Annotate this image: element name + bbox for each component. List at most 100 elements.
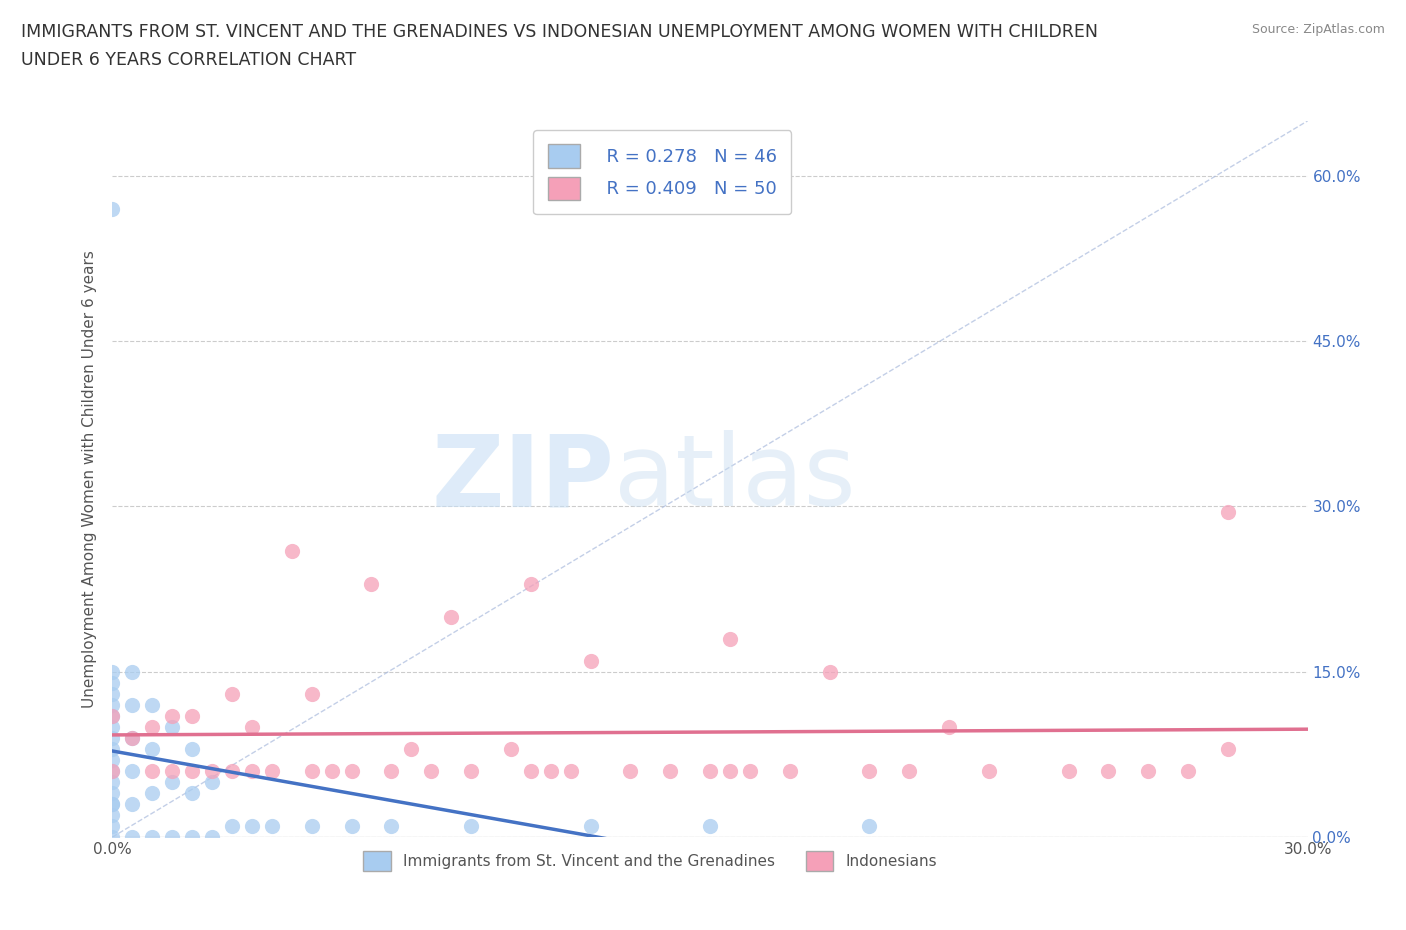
Point — [201, 775, 224, 790]
Text: ZIP: ZIP — [432, 431, 614, 527]
Point — [101, 686, 124, 701]
Text: Source: ZipAtlas.com: Source: ZipAtlas.com — [1251, 23, 1385, 36]
Point — [141, 698, 163, 712]
Point — [101, 202, 124, 217]
Point — [141, 741, 163, 756]
Point — [301, 686, 323, 701]
Text: IMMIGRANTS FROM ST. VINCENT AND THE GRENADINES VS INDONESIAN UNEMPLOYMENT AMONG : IMMIGRANTS FROM ST. VINCENT AND THE GREN… — [21, 23, 1098, 41]
Point — [858, 818, 880, 833]
Point — [101, 830, 124, 844]
Point — [181, 741, 204, 756]
Point — [101, 775, 124, 790]
Point — [101, 807, 124, 822]
Point — [240, 720, 263, 735]
Point — [401, 741, 423, 756]
Point — [380, 818, 402, 833]
Point — [101, 709, 124, 724]
Point — [141, 720, 163, 735]
Point — [301, 764, 323, 778]
Point — [460, 818, 482, 833]
Point — [221, 764, 243, 778]
Point — [659, 764, 682, 778]
Point — [340, 818, 363, 833]
Point — [101, 741, 124, 756]
Y-axis label: Unemployment Among Women with Children Under 6 years: Unemployment Among Women with Children U… — [82, 250, 97, 708]
Point — [699, 818, 721, 833]
Point — [181, 786, 204, 801]
Point — [718, 764, 741, 778]
Point — [420, 764, 443, 778]
Point — [101, 698, 124, 712]
Point — [240, 764, 263, 778]
Point — [321, 764, 343, 778]
Point — [738, 764, 761, 778]
Point — [141, 786, 163, 801]
Point — [499, 741, 522, 756]
Point — [340, 764, 363, 778]
Point — [1216, 505, 1239, 520]
Point — [281, 543, 304, 558]
Point — [260, 764, 283, 778]
Point — [1057, 764, 1080, 778]
Point — [181, 830, 204, 844]
Point — [162, 720, 183, 735]
Point — [898, 764, 921, 778]
Point — [201, 830, 224, 844]
Point — [718, 631, 741, 646]
Point — [162, 830, 183, 844]
Point — [101, 664, 124, 679]
Point — [101, 720, 124, 735]
Point — [260, 818, 283, 833]
Point — [101, 764, 124, 778]
Legend: Immigrants from St. Vincent and the Grenadines, Indonesians: Immigrants from St. Vincent and the Gren… — [352, 839, 949, 884]
Point — [121, 664, 143, 679]
Point — [560, 764, 582, 778]
Text: atlas: atlas — [614, 431, 856, 527]
Point — [1097, 764, 1119, 778]
Point — [1216, 741, 1239, 756]
Point — [141, 830, 163, 844]
Point — [240, 818, 263, 833]
Point — [121, 730, 143, 745]
Point — [699, 764, 721, 778]
Point — [818, 664, 841, 679]
Point — [101, 786, 124, 801]
Text: UNDER 6 YEARS CORRELATION CHART: UNDER 6 YEARS CORRELATION CHART — [21, 51, 356, 69]
Point — [380, 764, 402, 778]
Point — [162, 709, 183, 724]
Point — [162, 764, 183, 778]
Point — [181, 764, 204, 778]
Point — [520, 764, 543, 778]
Point — [121, 764, 143, 778]
Point — [520, 577, 543, 591]
Point — [181, 709, 204, 724]
Point — [101, 752, 124, 767]
Point — [101, 796, 124, 811]
Point — [221, 686, 243, 701]
Point — [201, 764, 224, 778]
Point — [301, 818, 323, 833]
Point — [779, 764, 801, 778]
Point — [579, 818, 602, 833]
Point — [977, 764, 1000, 778]
Point — [121, 796, 143, 811]
Point — [440, 609, 463, 624]
Point — [938, 720, 960, 735]
Point — [221, 818, 243, 833]
Point — [121, 698, 143, 712]
Point — [101, 764, 124, 778]
Point — [619, 764, 641, 778]
Point — [101, 675, 124, 690]
Point — [360, 577, 382, 591]
Point — [1177, 764, 1199, 778]
Point — [101, 730, 124, 745]
Point — [162, 775, 183, 790]
Point — [101, 709, 124, 724]
Point — [858, 764, 880, 778]
Point — [101, 796, 124, 811]
Point — [121, 830, 143, 844]
Point — [540, 764, 562, 778]
Point — [141, 764, 163, 778]
Point — [460, 764, 482, 778]
Point — [1137, 764, 1160, 778]
